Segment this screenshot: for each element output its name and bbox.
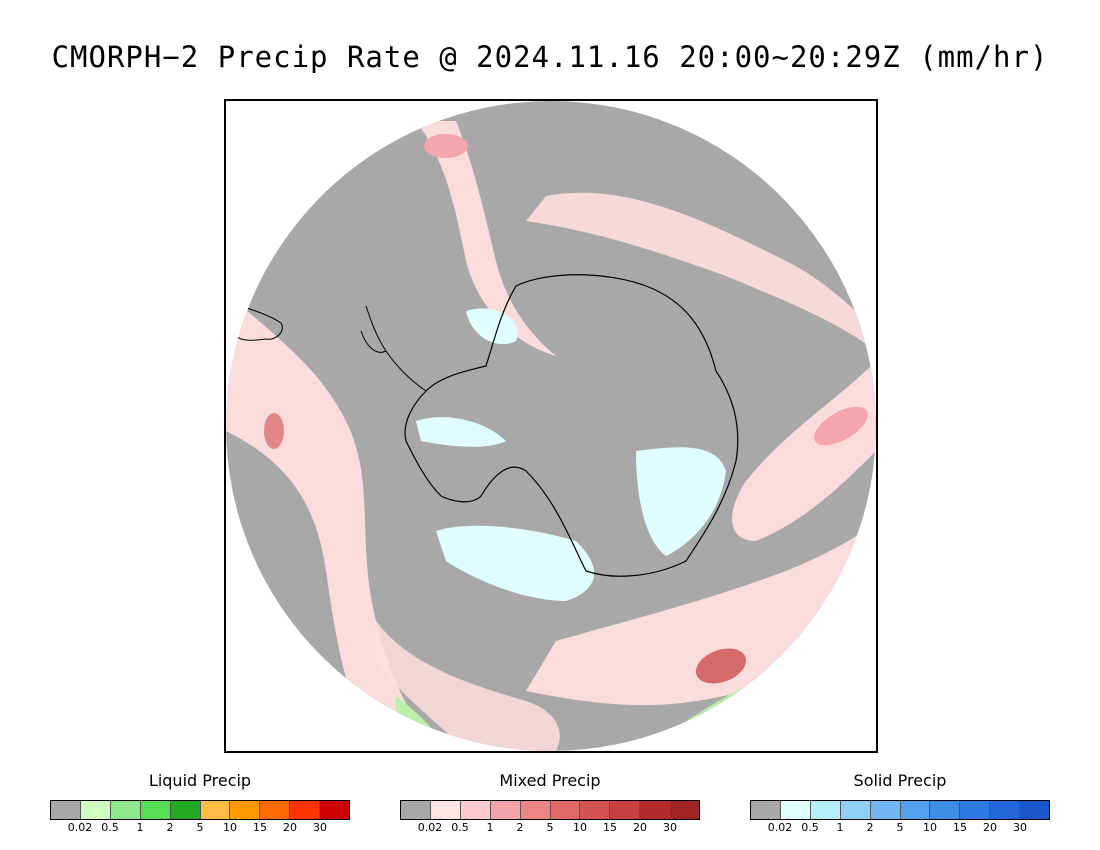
colorbar-swatch [960,801,991,819]
colorbar-tick-label: 2 [516,821,524,834]
colorbar-swatch [140,801,171,819]
colorbar-swatch [520,801,551,819]
mixed-precip-heavy-west [264,413,284,449]
colorbar-swatch [840,801,871,819]
colorbar-tick-label: 1 [136,821,144,834]
colorbar-tick-label: 20 [633,821,647,834]
south-america-tip [235,305,283,341]
colorbar-liquid [50,800,350,820]
colorbar-swatch [430,801,461,819]
colorbar-swatch [670,801,700,819]
colorbar-tick-label: 0.5 [801,821,819,834]
colorbar-swatch [230,801,261,819]
colorbar-swatch [80,801,111,819]
colorbar-swatch [580,801,611,819]
legend-title-solid: Solid Precip [853,771,947,790]
ticks-solid: 0.02 0.5 1 2 5 10 15 20 30 [750,821,1050,835]
colorbar-swatch [550,801,581,819]
legend-solid: Solid Precip 0.02 0.5 1 2 5 10 15 20 30 [750,770,1050,835]
legend-mixed: Mixed Precip 0.02 0.5 1 2 5 10 15 20 30 [400,770,700,835]
mixed-precip-band-east [732,361,876,541]
colorbar-swatch [900,801,931,819]
colorbar-tick-label: 0.02 [767,821,793,834]
colorbar-swatch [290,801,321,819]
mixed-precip-band-west [226,291,446,751]
colorbar-swatch [170,801,201,819]
colorbar-mixed [400,800,700,820]
map-title: CMORPH−2 Precip Rate @ 2024.11.16 20:00~… [51,40,1049,74]
colorbar-tick-label: 15 [603,821,617,834]
mixed-precip-band-north [416,121,556,356]
colorbar-swatch [320,801,350,819]
mixed-precip-heavy-east [814,406,868,446]
colorbar-tick-label: 5 [896,821,904,834]
colorbar-swatch [780,801,811,819]
colorbar-tick-label: 0.5 [101,821,119,834]
colorbar-tick-label: 1 [486,821,494,834]
polar-map-frame [224,99,878,753]
legend-title-liquid: Liquid Precip [148,771,252,790]
solid-precip-weddell [436,525,595,601]
polar-precip-map [226,101,876,751]
mixed-precip-streak-ne [526,192,876,351]
colorbar-tick-label: 2 [166,821,174,834]
colorbar-tick-label: 10 [223,821,237,834]
solid-precip-north [466,308,518,345]
ticks-liquid: 0.02 0.5 1 2 5 10 15 20 30 [50,821,350,835]
colorbar-tick-label: 1 [836,821,844,834]
colorbar-tick-label: 30 [1013,821,1027,834]
colorbar-tick-label: 0.02 [67,821,93,834]
solid-precip-west [416,417,506,447]
colorbar-swatch [260,801,291,819]
mixed-precip-band-sw [376,621,560,751]
colorbar-tick-label: 15 [253,821,267,834]
legend-liquid: Liquid Precip 0.02 0.5 1 2 5 10 15 20 30 [50,770,350,835]
colorbar-tick-label: 30 [663,821,677,834]
colorbar-swatch [640,801,671,819]
colorbar-tick-label: 15 [953,821,967,834]
colorbar-tick-label: 10 [573,821,587,834]
colorbar-tick-label: 0.5 [451,821,469,834]
antarctic-peninsula [360,305,427,392]
colorbar-swatch [401,801,431,819]
colorbar-tick-label: 20 [283,821,297,834]
ticks-mixed: 0.02 0.5 1 2 5 10 15 20 30 [400,821,700,835]
legend-title-mixed: Mixed Precip [499,771,601,790]
colorbar-swatch [930,801,961,819]
colorbar-swatch [610,801,641,819]
solid-precip-east [636,447,726,556]
colorbar-solid [750,800,1050,820]
colorbar-tick-label: 20 [983,821,997,834]
colorbar-tick-label: 5 [196,821,204,834]
colorbar-swatch [460,801,491,819]
colorbar-swatch [810,801,841,819]
colorbar-tick-label: 0.02 [417,821,443,834]
colorbar-tick-label: 2 [866,821,874,834]
mixed-precip-heavy-ne [424,134,468,158]
colorbar-swatch [1020,801,1050,819]
colorbar-swatch [751,801,781,819]
colorbar-swatch [51,801,81,819]
colorbar-swatch [870,801,901,819]
mixed-precip-heavy-se [695,648,747,684]
colorbar-swatch [110,801,141,819]
colorbar-tick-label: 10 [923,821,937,834]
colorbar-swatch [200,801,231,819]
colorbar-tick-label: 5 [546,821,554,834]
colorbar-tick-label: 30 [313,821,327,834]
colorbar-swatch [990,801,1021,819]
colorbar-swatch [490,801,521,819]
